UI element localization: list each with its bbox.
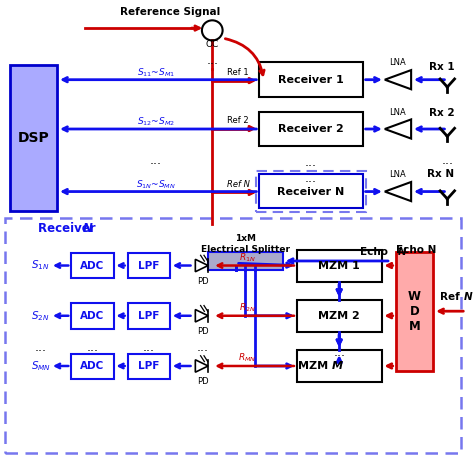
Text: ...: ... — [197, 341, 209, 354]
Text: N: N — [464, 293, 473, 302]
Text: $R_{2N}$: $R_{2N}$ — [239, 301, 256, 314]
Text: N: N — [83, 223, 93, 235]
Text: $S_{12}$~$S_{M2}$: $S_{12}$~$S_{M2}$ — [137, 115, 175, 128]
Text: $S_{1N}$~$S_{MN}$: $S_{1N}$~$S_{MN}$ — [136, 178, 176, 191]
Text: ...: ... — [150, 154, 162, 167]
Text: 1xM: 1xM — [235, 234, 255, 243]
Text: LNA: LNA — [390, 108, 406, 117]
FancyBboxPatch shape — [10, 65, 57, 211]
Text: MZM 1: MZM 1 — [319, 261, 360, 271]
Text: $S_{11}$~$S_{M1}$: $S_{11}$~$S_{M1}$ — [137, 66, 175, 79]
Text: ADC: ADC — [80, 261, 104, 271]
FancyBboxPatch shape — [128, 304, 170, 328]
FancyBboxPatch shape — [71, 253, 114, 278]
Text: ADC: ADC — [80, 311, 104, 321]
Text: Echo: Echo — [360, 247, 392, 257]
Text: $R_{1N}$: $R_{1N}$ — [239, 251, 256, 263]
Text: ...: ... — [305, 156, 317, 169]
Text: LNA: LNA — [390, 170, 406, 179]
Text: ...: ... — [333, 346, 345, 359]
Text: W
D
M: W D M — [408, 290, 421, 333]
Text: LPF: LPF — [138, 361, 159, 371]
Text: Receiver N: Receiver N — [277, 186, 345, 196]
Text: Electrical Splitter: Electrical Splitter — [201, 245, 290, 254]
Text: $S_{1N}$: $S_{1N}$ — [31, 259, 50, 273]
FancyBboxPatch shape — [297, 350, 382, 382]
Text: Rx 2: Rx 2 — [429, 108, 455, 118]
Text: Rx 1: Rx 1 — [429, 62, 455, 72]
Text: ...: ... — [143, 341, 155, 354]
Text: $R_{MN}$: $R_{MN}$ — [238, 351, 256, 364]
Text: PD: PD — [197, 277, 209, 286]
Text: Ref N: Ref N — [227, 180, 249, 189]
FancyBboxPatch shape — [259, 62, 363, 97]
Text: Ref: Ref — [440, 293, 464, 302]
Text: ADC: ADC — [80, 361, 104, 371]
Text: $S_{2N}$: $S_{2N}$ — [31, 309, 50, 322]
Text: PD: PD — [197, 377, 209, 387]
FancyBboxPatch shape — [128, 253, 170, 278]
Text: Receiver 1: Receiver 1 — [278, 75, 344, 85]
Text: LPF: LPF — [138, 311, 159, 321]
FancyBboxPatch shape — [297, 300, 382, 332]
FancyBboxPatch shape — [71, 354, 114, 379]
Text: Receiver 2: Receiver 2 — [278, 124, 344, 134]
Text: Ref 2: Ref 2 — [228, 116, 249, 125]
Text: LPF: LPF — [138, 261, 159, 271]
FancyBboxPatch shape — [128, 354, 170, 379]
Text: ...: ... — [305, 172, 317, 185]
Text: Rx N: Rx N — [427, 169, 455, 179]
Text: PD: PD — [197, 327, 209, 336]
FancyBboxPatch shape — [259, 112, 363, 146]
Text: Ref 1: Ref 1 — [228, 68, 249, 77]
Text: ...: ... — [206, 54, 218, 66]
Text: Reference Signal: Reference Signal — [120, 7, 220, 17]
Text: LNA: LNA — [390, 58, 406, 67]
FancyBboxPatch shape — [297, 250, 382, 282]
Text: Echo N: Echo N — [396, 245, 436, 255]
Text: Receiver: Receiver — [38, 223, 100, 235]
Text: OC: OC — [206, 39, 219, 49]
Text: N: N — [398, 247, 407, 257]
Text: $S_{MN}$: $S_{MN}$ — [31, 359, 51, 373]
Text: ...: ... — [35, 341, 46, 354]
FancyBboxPatch shape — [396, 252, 433, 371]
Text: MZM 2: MZM 2 — [319, 311, 360, 321]
Text: ...: ... — [86, 341, 99, 354]
Text: M: M — [332, 361, 343, 371]
FancyBboxPatch shape — [71, 304, 114, 328]
Text: MZM: MZM — [298, 361, 332, 371]
FancyBboxPatch shape — [208, 252, 283, 270]
FancyBboxPatch shape — [259, 174, 363, 208]
Text: ...: ... — [441, 154, 453, 167]
Text: DSP: DSP — [18, 131, 49, 145]
